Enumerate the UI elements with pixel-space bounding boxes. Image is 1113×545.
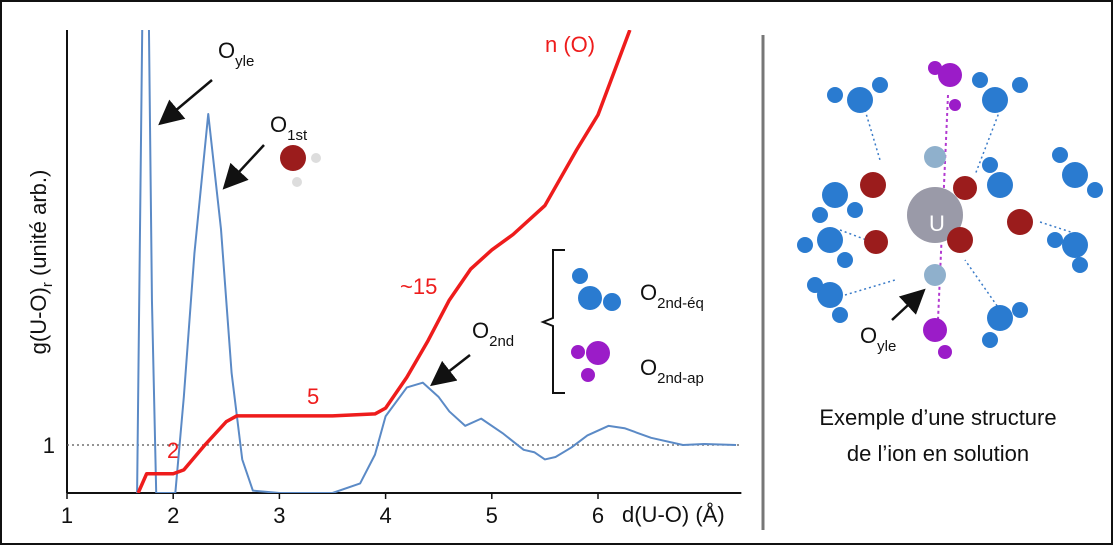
arrow — [222, 144, 265, 190]
y-axis-label: g(U-O)r (unité arb.) — [26, 170, 56, 355]
atom-label: U — [929, 211, 945, 236]
y-tick-label: 1 — [43, 433, 55, 458]
annotation: O2nd — [472, 318, 514, 350]
annotation: O1st — [270, 112, 308, 144]
x-tick-label: 1 — [61, 503, 73, 528]
x-tick-label: 4 — [379, 503, 391, 528]
annotation: Oyle — [860, 323, 896, 355]
molecule-illustration — [797, 61, 1103, 359]
annotation: ~15 — [400, 274, 437, 299]
water-icon — [280, 145, 321, 187]
series-label: n (O) — [545, 32, 595, 57]
bracket — [540, 249, 565, 394]
legend-label: O2nd-éq — [640, 280, 704, 312]
water-icon — [572, 268, 621, 311]
arrow — [430, 354, 471, 387]
series-line — [136, 30, 737, 493]
x-tick-label: 2 — [167, 503, 179, 528]
plot-area — [136, 30, 737, 493]
annotation: 5 — [307, 384, 319, 409]
caption: Exemple d’une structure — [819, 405, 1056, 430]
x-axis-label: d(U-O) (Å) — [622, 502, 725, 527]
annotation: 2 — [167, 438, 179, 463]
x-tick-label: 5 — [486, 503, 498, 528]
legend-label: O2nd-ap — [640, 355, 704, 387]
x-tick-label: 3 — [273, 503, 285, 528]
series-line — [136, 30, 632, 493]
x-tick-label: 6 — [592, 503, 604, 528]
caption: de l’ion en solution — [847, 441, 1029, 466]
arrow — [158, 79, 213, 126]
water-icon — [571, 341, 610, 382]
annotation: Oyle — [218, 38, 254, 70]
